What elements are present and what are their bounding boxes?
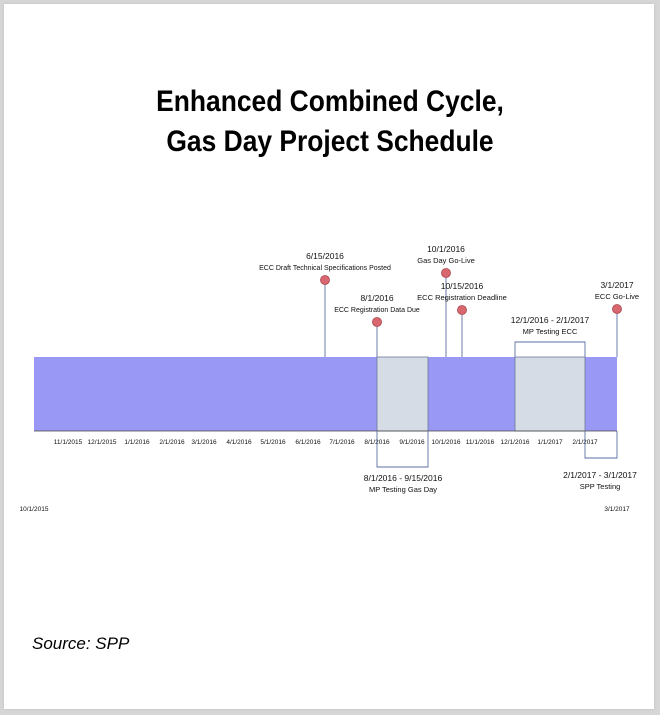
- milestone-label: ECC Go-Live: [595, 292, 639, 301]
- milestone-marker: [320, 275, 330, 285]
- milestone-label: Gas Day Go-Live: [417, 256, 475, 265]
- milestone-date: 8/1/2016: [360, 293, 393, 303]
- period-label: MP Testing Gas Day: [369, 485, 437, 494]
- period-bracket-spp-testing: [584, 431, 618, 459]
- timeline-start-label: 10/1/2015: [20, 506, 49, 513]
- tick-label: 1/1/2016: [124, 439, 150, 446]
- timeline-end-label: 3/1/2017: [604, 506, 630, 513]
- tick-label: 2/1/2016: [159, 439, 185, 446]
- tick-label: 5/1/2016: [260, 439, 286, 446]
- milestone-marker: [457, 305, 467, 315]
- milestone-date: 10/1/2016: [427, 244, 465, 254]
- title-line-1: Enhanced Combined Cycle,: [156, 85, 504, 118]
- tick-label: 11/1/2015: [54, 439, 83, 446]
- period-label: MP Testing ECC: [523, 327, 578, 336]
- milestone-date: 3/1/2017: [600, 280, 633, 290]
- period-box-mp-testing-ecc: [514, 356, 586, 432]
- tick-label: 4/1/2016: [226, 439, 252, 446]
- tick-label: 10/1/2016: [432, 439, 461, 446]
- tick-label: 6/1/2016: [295, 439, 321, 446]
- period-range: 8/1/2016 - 9/15/2016: [364, 473, 443, 483]
- milestone-date: 6/15/2016: [306, 251, 344, 261]
- title-line-2: Gas Day Project Schedule: [166, 125, 494, 158]
- period-range: 12/1/2016 - 2/1/2017: [511, 315, 590, 325]
- period-bracket-mp-testing-gas-day: [376, 431, 429, 468]
- milestone-marker: [612, 304, 622, 314]
- tick-label: 7/1/2016: [329, 439, 355, 446]
- milestone-label: ECC Registration Data Due: [334, 307, 420, 314]
- tick-label: 11/1/2016: [466, 439, 495, 446]
- source-caption: Source: SPP: [32, 634, 130, 653]
- tick-label: 9/1/2016: [399, 439, 425, 446]
- tick-label: 1/1/2017: [537, 439, 563, 446]
- milestone-label: ECC Registration Deadline: [417, 293, 507, 302]
- milestone-date: 10/15/2016: [441, 281, 484, 291]
- period-box-mp-testing-gas-day: [376, 356, 429, 432]
- period-label: SPP Testing: [580, 482, 621, 491]
- period-range: 2/1/2017 - 3/1/2017: [563, 470, 637, 480]
- milestone-label: ECC Draft Technical Specifications Poste…: [259, 265, 391, 272]
- slide-frame: Enhanced Combined Cycle, Gas Day Project…: [4, 4, 654, 709]
- tick-label: 12/1/2016: [501, 439, 530, 446]
- milestone-marker: [372, 317, 382, 327]
- tick-label: 3/1/2016: [191, 439, 217, 446]
- slide-title: Enhanced Combined Cycle, Gas Day Project…: [43, 82, 617, 162]
- period-bracket-mp-testing-ecc: [514, 341, 586, 357]
- tick-label: 12/1/2015: [88, 439, 117, 446]
- milestone-marker: [441, 268, 451, 278]
- axis-ticks: 11/1/2015 12/1/2015 1/1/2016 2/1/2016 3/…: [54, 439, 598, 446]
